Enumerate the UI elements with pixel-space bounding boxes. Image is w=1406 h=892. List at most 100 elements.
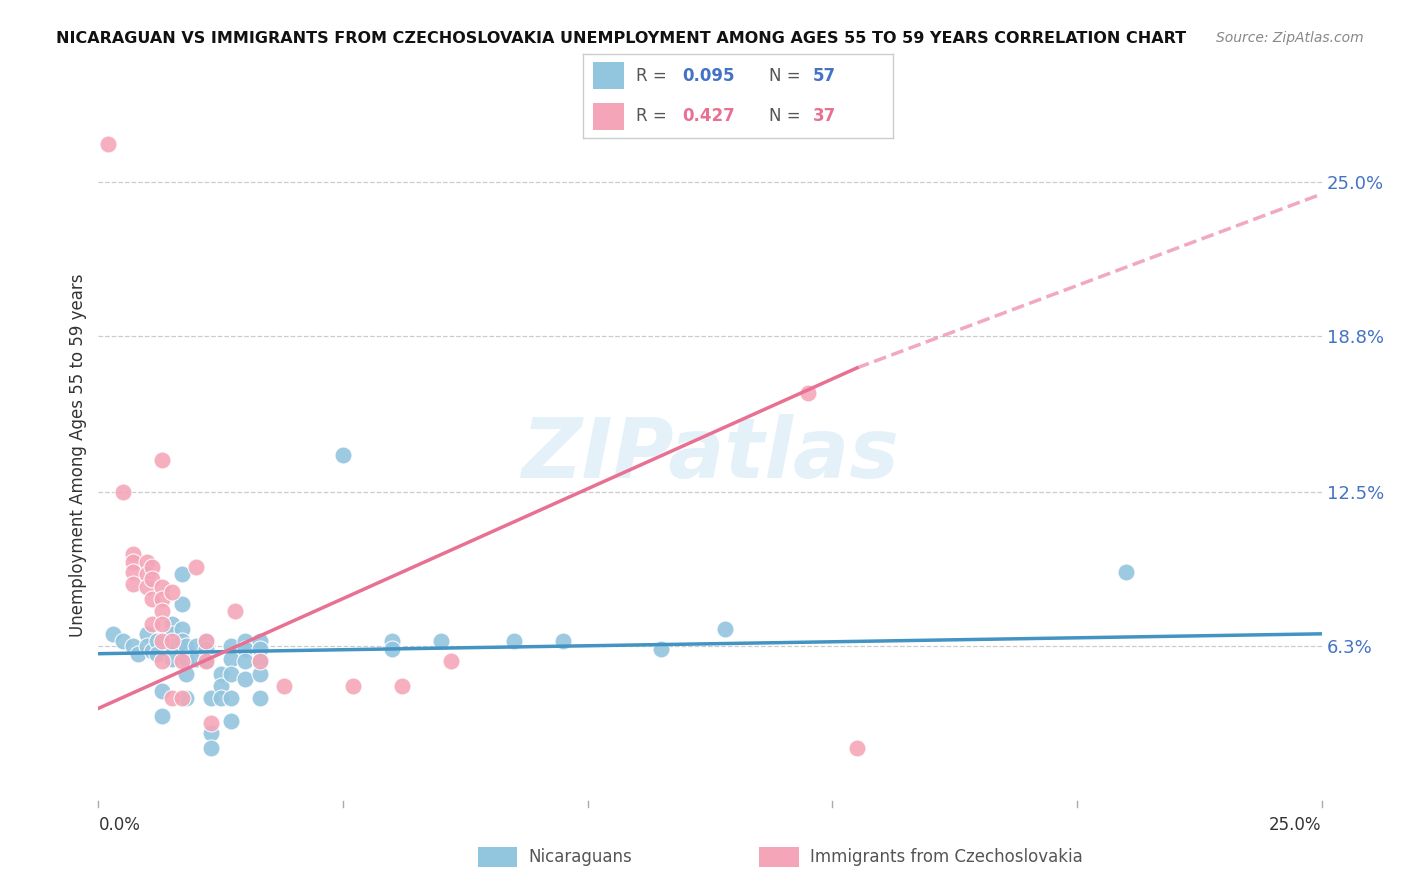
Point bbox=[150, 616, 173, 631]
Point bbox=[249, 666, 271, 681]
Text: 0.0%: 0.0% bbox=[98, 816, 141, 834]
Point bbox=[224, 605, 246, 619]
Point bbox=[141, 592, 163, 607]
Point bbox=[219, 691, 242, 706]
Point bbox=[219, 639, 242, 653]
Bar bbox=[593, 62, 624, 89]
Point bbox=[136, 627, 159, 641]
Point bbox=[219, 666, 242, 681]
Point bbox=[170, 634, 193, 648]
Point bbox=[150, 654, 173, 668]
Point bbox=[233, 641, 256, 656]
Point bbox=[121, 639, 143, 653]
Text: Nicaraguans: Nicaraguans bbox=[529, 848, 633, 866]
Text: N =: N = bbox=[769, 68, 806, 86]
Point bbox=[170, 654, 193, 668]
Point bbox=[195, 654, 218, 668]
Point bbox=[160, 634, 183, 648]
Text: Immigrants from Czechoslovakia: Immigrants from Czechoslovakia bbox=[810, 848, 1083, 866]
Point bbox=[1115, 565, 1137, 579]
Point bbox=[146, 647, 169, 661]
Point bbox=[249, 634, 271, 648]
Text: 57: 57 bbox=[813, 68, 835, 86]
Point bbox=[141, 616, 163, 631]
Point bbox=[249, 654, 271, 668]
Point bbox=[170, 567, 193, 582]
Point bbox=[121, 547, 143, 561]
Text: NICARAGUAN VS IMMIGRANTS FROM CZECHOSLOVAKIA UNEMPLOYMENT AMONG AGES 55 TO 59 YE: NICARAGUAN VS IMMIGRANTS FROM CZECHOSLOV… bbox=[56, 31, 1187, 46]
Point bbox=[430, 634, 453, 648]
Point bbox=[150, 453, 173, 467]
Point bbox=[176, 651, 198, 665]
Point bbox=[249, 654, 271, 668]
Point bbox=[233, 654, 256, 668]
Point bbox=[150, 580, 173, 594]
Point bbox=[160, 651, 183, 665]
Point bbox=[195, 634, 218, 648]
Point bbox=[381, 641, 404, 656]
Point bbox=[342, 679, 364, 693]
Point bbox=[273, 679, 295, 693]
Text: R =: R = bbox=[636, 68, 672, 86]
Y-axis label: Unemployment Among Ages 55 to 59 years: Unemployment Among Ages 55 to 59 years bbox=[69, 273, 87, 637]
Point bbox=[195, 654, 218, 668]
Point bbox=[200, 716, 222, 731]
Point bbox=[170, 691, 193, 706]
Point bbox=[176, 639, 198, 653]
Point bbox=[195, 641, 218, 656]
Point bbox=[150, 708, 173, 723]
Point bbox=[200, 691, 222, 706]
Point bbox=[160, 691, 183, 706]
Point bbox=[713, 622, 735, 636]
Point bbox=[845, 741, 868, 756]
Point bbox=[176, 691, 198, 706]
Text: N =: N = bbox=[769, 107, 806, 125]
Point bbox=[136, 555, 159, 569]
Point bbox=[146, 634, 169, 648]
Point bbox=[249, 691, 271, 706]
Point bbox=[332, 448, 354, 462]
Point bbox=[200, 741, 222, 756]
Text: ZIPatlas: ZIPatlas bbox=[522, 415, 898, 495]
Point bbox=[219, 651, 242, 665]
Point bbox=[249, 641, 271, 656]
Text: 0.427: 0.427 bbox=[682, 107, 735, 125]
Point bbox=[209, 666, 232, 681]
Point bbox=[195, 634, 218, 648]
Point bbox=[209, 691, 232, 706]
Point bbox=[136, 567, 159, 582]
Text: 25.0%: 25.0% bbox=[1270, 816, 1322, 834]
Point bbox=[127, 647, 149, 661]
Point bbox=[176, 666, 198, 681]
Point bbox=[141, 572, 163, 586]
Point bbox=[97, 137, 120, 152]
Point bbox=[111, 485, 134, 500]
Point bbox=[141, 644, 163, 658]
Text: R =: R = bbox=[636, 107, 672, 125]
Point bbox=[553, 634, 575, 648]
Point bbox=[121, 577, 143, 591]
Point bbox=[136, 639, 159, 653]
Point bbox=[233, 634, 256, 648]
Point bbox=[121, 565, 143, 579]
Point bbox=[111, 634, 134, 648]
Point bbox=[209, 679, 232, 693]
Point bbox=[503, 634, 526, 648]
Bar bbox=[593, 103, 624, 130]
Point bbox=[160, 584, 183, 599]
Point bbox=[186, 651, 208, 665]
Point bbox=[650, 641, 672, 656]
Text: 0.095: 0.095 bbox=[682, 68, 735, 86]
Point bbox=[136, 580, 159, 594]
Point bbox=[141, 559, 163, 574]
Point bbox=[150, 684, 173, 698]
Point bbox=[233, 672, 256, 686]
Point bbox=[150, 605, 173, 619]
Text: 37: 37 bbox=[813, 107, 835, 125]
Text: Source: ZipAtlas.com: Source: ZipAtlas.com bbox=[1216, 31, 1364, 45]
Point bbox=[440, 654, 463, 668]
Point bbox=[200, 726, 222, 740]
Point bbox=[186, 639, 208, 653]
Point bbox=[121, 555, 143, 569]
Point bbox=[160, 616, 183, 631]
